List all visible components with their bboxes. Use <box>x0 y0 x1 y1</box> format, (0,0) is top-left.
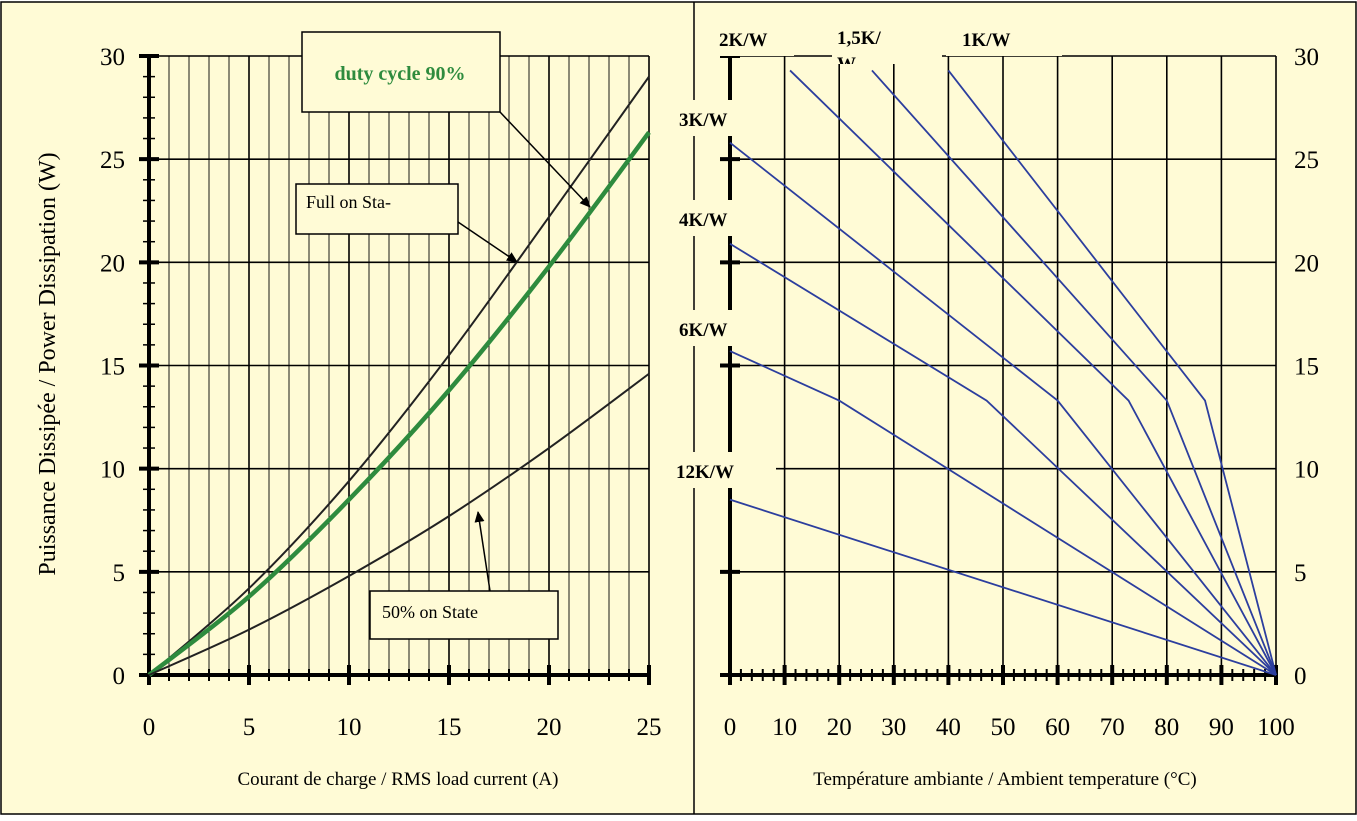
rth-2kw: 2K/W <box>719 30 768 51</box>
annotation-full: Full on Sta- te <box>295 183 459 250</box>
left-x-tick-label: 5 <box>243 714 256 741</box>
left-x-tick-label: 15 <box>437 714 462 741</box>
right-y-tick-label: 15 <box>1294 354 1319 381</box>
right-x-tick-label: 30 <box>881 714 906 741</box>
rth-4kw: 4K/W <box>679 210 728 231</box>
left-x-tick-label: 25 <box>637 714 662 741</box>
right-x-tick-label: 50 <box>991 714 1016 741</box>
left-grid <box>139 54 651 685</box>
heatsink-line-2k-w <box>789 69 1277 676</box>
right-x-tick-label: 20 <box>827 714 852 741</box>
right-y-tick-label: 20 <box>1294 250 1319 277</box>
annotation-duty90: duty cycle 90% <box>301 31 501 113</box>
heatsink-line-6k-w <box>729 350 1277 676</box>
curve-full-on-state <box>148 76 650 676</box>
curve-50-on-state <box>148 372 650 676</box>
left-curves <box>147 76 651 677</box>
right-y-tick-label: 5 <box>1294 560 1307 587</box>
half-label: 50% on State <box>382 602 478 622</box>
right-curves <box>729 69 1277 676</box>
full-label-cut: te <box>306 230 319 250</box>
arrow-duty90 <box>499 111 591 208</box>
right-x-tick-label: 80 <box>1154 714 1179 741</box>
heatsink-line-1-5k-w <box>871 69 1277 676</box>
left-y-axis-title: Puissance Dissipée / Power Dissipation (… <box>35 152 61 575</box>
right-tick-labels: 0 5 10 15 20 25 30 0 10 20 30 40 50 60 70 80 90 100 <box>724 44 1319 741</box>
rth-label-boxes <box>676 20 1062 488</box>
right-x-axis-title: Température ambiante / Ambient temperatu… <box>813 769 1196 790</box>
right-x-tick-label: 90 <box>1209 714 1234 741</box>
heatsink-line-4k-w <box>729 242 1277 676</box>
right-x-tick-label: 60 <box>1045 714 1070 741</box>
right-x-tick-label: 70 <box>1100 714 1125 741</box>
right-x-tick-label: 10 <box>772 714 797 741</box>
rth-12kw: 12K/W <box>676 462 734 483</box>
right-x-tick-label: 0 <box>724 714 737 741</box>
left-x-axis-title: Courant de charge / RMS load current (A) <box>238 769 559 790</box>
left-y-tick-label: 20 <box>100 250 125 277</box>
heatsink-line-1k-w <box>947 69 1277 676</box>
arrow-half <box>474 511 491 592</box>
left-x-tick-label: 20 <box>537 714 562 741</box>
rth-1kw: 1K/W <box>962 30 1011 51</box>
left-tick-labels: 0 5 10 15 20 25 30 0 5 10 15 20 25 <box>100 44 662 741</box>
heatsink-line-12k-w <box>729 498 1277 676</box>
left-x-tick-label: 10 <box>337 714 362 741</box>
right-y-tick-label: 25 <box>1294 147 1319 174</box>
annotation-half: 50% on State <box>369 590 559 640</box>
rth-6kw: 6K/W <box>679 320 728 341</box>
full-label: Full on Sta- <box>306 192 391 212</box>
heatsink-line-3k-w <box>729 141 1277 676</box>
rth-15kw: 1,5K/ <box>837 28 882 49</box>
left-y-tick-label: 25 <box>100 147 125 174</box>
right-x-tick-label: 40 <box>936 714 961 741</box>
curve-duty-cycle-90 <box>147 130 651 677</box>
left-y-tick-label: 15 <box>100 354 125 381</box>
right-y-tick-label: 0 <box>1294 663 1307 690</box>
left-y-tick-label: 0 <box>113 663 126 690</box>
left-y-tick-label: 30 <box>100 44 125 71</box>
left-y-tick-label: 10 <box>100 457 125 484</box>
rth-3kw: 3K/W <box>679 110 728 131</box>
arrow-full <box>457 221 518 263</box>
right-y-tick-label: 30 <box>1294 44 1319 71</box>
right-x-tick-label: 100 <box>1257 714 1295 741</box>
left-x-tick-label: 0 <box>143 714 156 741</box>
left-y-tick-label: 5 <box>113 560 126 587</box>
duty90-label: duty cycle 90% <box>334 63 465 85</box>
right-y-tick-label: 10 <box>1294 457 1319 484</box>
rth-15kw-cut: W <box>837 54 856 75</box>
